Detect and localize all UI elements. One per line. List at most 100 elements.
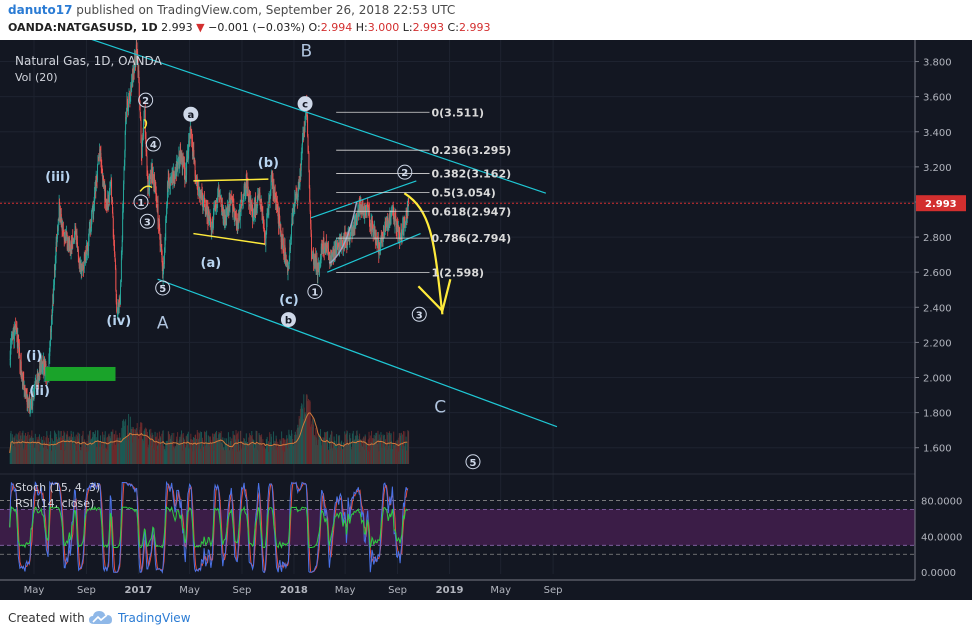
high-value: 3.000: [367, 21, 400, 34]
last-price-tag-label: 2.993: [925, 199, 957, 210]
wave-circle: [155, 280, 171, 296]
candle-body: [149, 179, 150, 191]
candle-body: [193, 150, 195, 163]
candle-body: [325, 242, 327, 245]
candle-body: [273, 185, 275, 197]
candle-body: [372, 222, 374, 226]
candle-body: [88, 233, 90, 242]
triangle-upper-line: [193, 178, 269, 182]
volume-bar: [50, 431, 52, 464]
candle-body: [283, 250, 285, 256]
candle-body: [140, 112, 142, 120]
candle-body: [252, 210, 254, 221]
candle-body: [121, 239, 123, 253]
candle-body: [270, 181, 272, 190]
price-axis-panel: [915, 40, 972, 600]
candle-body: [404, 222, 406, 228]
wave-label: A: [157, 313, 169, 333]
candle-body: [34, 384, 36, 389]
candle-body: [194, 160, 196, 177]
volume-bar: [128, 413, 130, 464]
volume-bar: [316, 427, 318, 464]
volume-bar: [75, 434, 77, 464]
candle-body: [74, 232, 75, 242]
candle-body: [167, 177, 169, 192]
candle-body: [19, 347, 20, 355]
candle-body: [349, 239, 351, 244]
tradingview-brand-link[interactable]: TradingView: [118, 611, 191, 625]
candle-body: [244, 183, 246, 194]
projection-arrow-line: [403, 192, 444, 315]
rsi-line: [9, 505, 408, 549]
candle-body: [88, 241, 90, 251]
candle-body: [285, 258, 287, 267]
candle-body: [408, 198, 410, 204]
volume-bar: [54, 432, 56, 464]
candle-body: [164, 240, 166, 245]
author-link[interactable]: danuto17: [8, 3, 73, 17]
candle-body: [368, 211, 370, 224]
candle-body: [308, 170, 310, 188]
symbol-line: OANDA:NATGASUSD, 1D 2.993 ▼ −0.001 (−0.0…: [8, 21, 491, 34]
candle-body: [302, 137, 303, 145]
candle-body: [289, 247, 291, 261]
volume-bar: [25, 432, 26, 464]
wedge-lower-line: [326, 233, 421, 273]
volume-bar: [368, 431, 370, 464]
wave-label: B: [301, 41, 313, 61]
time-tick-label: May: [24, 585, 45, 596]
candle-body: [123, 169, 125, 185]
candle-body: [374, 226, 376, 236]
wave-label: (iv): [106, 314, 131, 329]
wave-circle: [133, 194, 149, 210]
wave-label: C: [434, 398, 446, 418]
wave-label: (b): [258, 156, 279, 171]
price-tick-label: 2.200: [923, 338, 952, 349]
low-value: 2.993: [412, 21, 445, 34]
volume-bar: [331, 431, 333, 464]
candle-body: [171, 174, 173, 179]
price-chart[interactable]: 0(3.511) 0.236(3.295) 0.382(3.162) 0.5(3.05…: [0, 40, 972, 600]
upper-channel-line: [91, 40, 547, 194]
wave-circle: [465, 454, 481, 470]
candle-body: [77, 249, 79, 257]
last-price-tag: [916, 195, 966, 212]
candle-body: [241, 200, 243, 203]
volume-bar: [22, 430, 24, 464]
wedge-bracket-curve: [328, 201, 358, 265]
candle-body: [139, 102, 141, 113]
wave-circle: [183, 106, 199, 122]
candle-body: [147, 182, 149, 195]
candle-body: [286, 264, 288, 267]
candle-body: [208, 209, 210, 218]
wave-circle-label: 5: [469, 458, 476, 469]
candle-body: [69, 239, 71, 247]
candle-body: [403, 221, 405, 236]
candle-body: [211, 221, 213, 229]
candle-body: [126, 110, 127, 120]
candle-body: [22, 377, 24, 386]
candle-body: [118, 300, 120, 308]
candle-body: [25, 390, 27, 399]
time-tick-label: Sep: [233, 585, 252, 596]
chart-background: [0, 40, 972, 600]
candle-body: [380, 243, 381, 251]
publish-line: danuto17 published on TradingView.com, S…: [8, 3, 455, 17]
price-candles: [9, 40, 410, 417]
candle-body: [20, 361, 22, 375]
candle-body: [105, 190, 107, 204]
candle-body: [57, 228, 58, 239]
wave-circle-label: c: [302, 100, 308, 111]
candle-body: [123, 184, 124, 209]
candle-body: [184, 162, 185, 179]
symbol-name: OANDA:NATGASUSD, 1D: [8, 21, 158, 34]
candle-body: [322, 243, 324, 246]
time-tick-label: May: [490, 585, 511, 596]
rsi-label: RSI (14, close): [15, 497, 94, 510]
time-tick-label: Sep: [77, 585, 96, 596]
candle-body: [297, 185, 299, 198]
fib-level-label: 0.618(2.947): [432, 205, 512, 218]
candle-body: [186, 158, 188, 175]
time-tick-label: May: [335, 585, 356, 596]
price-tick-label: 1.600: [923, 444, 952, 455]
